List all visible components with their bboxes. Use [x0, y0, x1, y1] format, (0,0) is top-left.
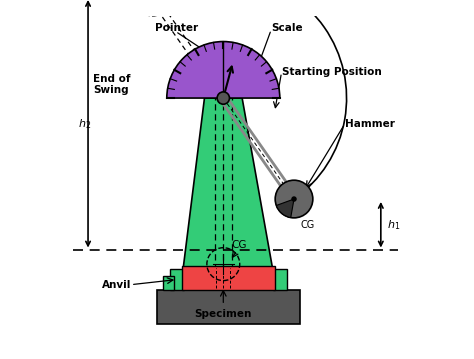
- Polygon shape: [181, 98, 276, 290]
- Polygon shape: [273, 269, 287, 290]
- Text: End of
Swing: End of Swing: [93, 74, 131, 95]
- Text: Anvil: Anvil: [101, 280, 131, 290]
- Text: Starting Position: Starting Position: [282, 67, 381, 78]
- Text: Specimen: Specimen: [195, 309, 252, 319]
- Polygon shape: [170, 269, 184, 290]
- Circle shape: [217, 92, 229, 104]
- Polygon shape: [164, 276, 173, 290]
- Circle shape: [275, 180, 313, 218]
- FancyBboxPatch shape: [156, 290, 301, 324]
- Wedge shape: [167, 42, 280, 98]
- Text: CG: CG: [232, 241, 247, 251]
- Text: Scale: Scale: [271, 23, 303, 33]
- Text: $h_2$: $h_2$: [78, 117, 91, 131]
- Circle shape: [291, 196, 297, 202]
- Text: CG: CG: [301, 220, 315, 230]
- Wedge shape: [276, 199, 294, 218]
- Text: Hammer: Hammer: [345, 119, 395, 129]
- Polygon shape: [182, 266, 274, 290]
- Text: Pointer: Pointer: [155, 23, 198, 33]
- Text: $h_1$: $h_1$: [387, 218, 400, 232]
